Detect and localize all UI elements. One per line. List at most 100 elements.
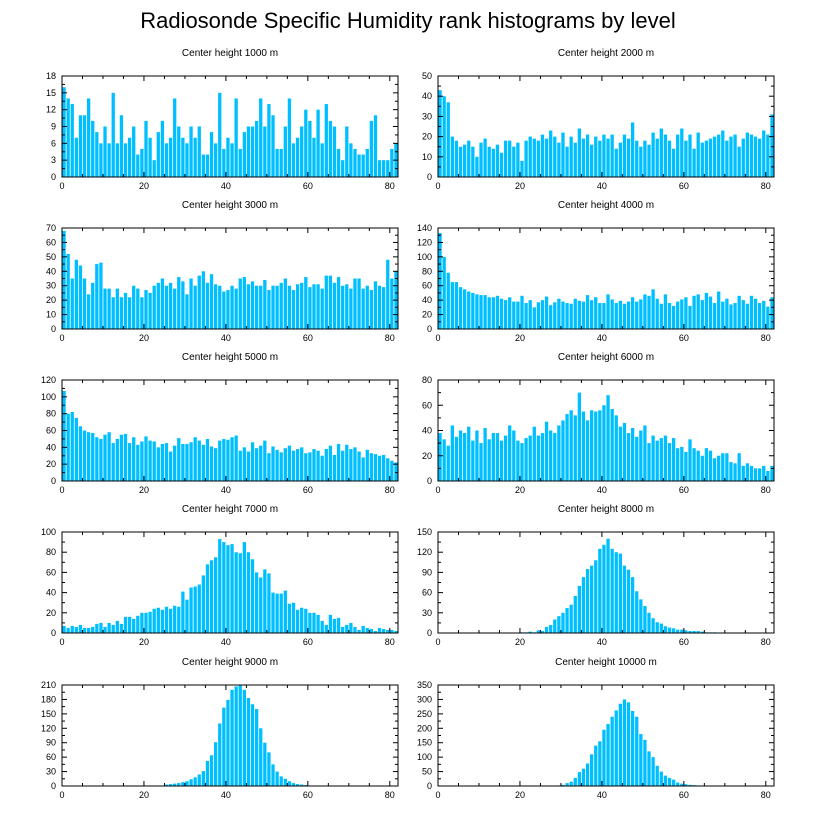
histogram-bar xyxy=(250,126,255,177)
histogram-bar xyxy=(532,138,536,177)
histogram-bar xyxy=(181,782,185,786)
histogram-bar xyxy=(487,297,491,329)
histogram-bar xyxy=(610,548,614,633)
histogram-bar xyxy=(766,306,770,329)
histogram-bar xyxy=(328,120,333,177)
histogram-bar xyxy=(676,782,680,786)
histogram-bar xyxy=(495,433,500,481)
histogram-bar xyxy=(279,593,283,633)
y-tick-label: 50 xyxy=(422,767,432,777)
histogram-bar xyxy=(99,143,103,177)
histogram-bar xyxy=(614,303,618,329)
histogram-bar xyxy=(185,143,189,177)
y-tick-label: 10 xyxy=(422,152,432,162)
histogram-bar xyxy=(177,606,181,633)
histogram-bar xyxy=(561,301,565,329)
histogram-bar xyxy=(377,455,382,481)
histogram-bar xyxy=(164,443,169,481)
histogram-bar xyxy=(185,781,189,786)
panel-title: Center height 7000 m xyxy=(182,504,278,515)
y-tick-label: 0 xyxy=(427,476,432,486)
histogram-bar xyxy=(341,450,345,481)
x-tick-label: 40 xyxy=(597,790,607,800)
histogram-panel-10: Center height 10000 m 0 20 40 60 80 0 50 100 150 2… xyxy=(417,657,775,800)
histogram-bar xyxy=(598,548,602,633)
histogram-bar xyxy=(119,297,124,329)
histogram-bar xyxy=(263,440,267,481)
histogram-bar xyxy=(152,608,156,633)
histogram-bar xyxy=(283,278,287,329)
histogram-bar xyxy=(667,443,672,481)
histogram-bar xyxy=(684,630,688,633)
histogram-bar xyxy=(745,132,750,177)
histogram-bar xyxy=(622,422,627,481)
histogram-bar xyxy=(234,98,238,177)
histogram-bar xyxy=(467,140,471,177)
histogram-bar xyxy=(246,126,251,177)
histogram-bar xyxy=(630,297,635,329)
histogram-bar xyxy=(95,437,99,481)
histogram-bar xyxy=(487,146,491,177)
histogram-bar xyxy=(610,299,614,329)
histogram-bar xyxy=(598,140,602,177)
histogram-bar xyxy=(246,697,251,786)
histogram-bar xyxy=(561,784,565,786)
histogram-bar xyxy=(197,774,201,786)
histogram-bar xyxy=(712,136,717,177)
y-tick-label: 80 xyxy=(46,409,56,419)
y-tick-label: 210 xyxy=(41,680,56,690)
histogram-bar xyxy=(643,425,647,481)
histogram-bar xyxy=(320,143,324,177)
histogram-bar xyxy=(671,628,676,633)
histogram-bar xyxy=(222,707,226,786)
histogram-bar xyxy=(741,300,745,329)
y-tick-label: 80 xyxy=(422,266,432,276)
histogram-bar xyxy=(659,623,663,633)
histogram-bar xyxy=(218,285,222,329)
histogram-bar xyxy=(66,627,70,633)
histogram-bar xyxy=(82,627,87,633)
histogram-bar xyxy=(91,433,95,481)
histogram-panel-5: Center height 5000 m 0 20 40 60 80 0 20 40 60 80 10… xyxy=(41,352,399,495)
histogram-bar xyxy=(577,392,582,481)
histogram-bar xyxy=(700,455,704,481)
histogram-bar xyxy=(173,605,177,633)
histogram-bar xyxy=(737,295,741,329)
histogram-bar xyxy=(66,253,70,329)
histogram-bar xyxy=(365,627,369,633)
histogram-bar xyxy=(254,285,259,329)
histogram-bar xyxy=(111,624,115,633)
histogram-bar xyxy=(462,144,467,177)
histogram-bar xyxy=(279,452,283,481)
y-tick-label: 100 xyxy=(41,392,56,402)
histogram-bar xyxy=(520,295,524,329)
histogram-bar xyxy=(91,120,95,177)
histogram-bar xyxy=(528,136,532,177)
histogram-bar xyxy=(725,140,729,177)
histogram-bar xyxy=(320,455,324,481)
histogram-bar xyxy=(639,430,643,481)
histogram-bar xyxy=(275,449,279,481)
histogram-bar xyxy=(173,783,177,786)
x-tick-label: 0 xyxy=(59,485,64,495)
histogram-bar xyxy=(540,134,545,177)
plot-frame xyxy=(437,684,775,787)
x-tick-label: 60 xyxy=(679,637,689,647)
histogram-bar xyxy=(144,436,148,481)
y-tick-label: 100 xyxy=(41,527,56,537)
histogram-bar xyxy=(663,435,668,481)
histogram-bar xyxy=(512,301,516,329)
y-tick-label: 9 xyxy=(51,122,56,132)
histogram-bar xyxy=(512,430,516,481)
histogram-bar xyxy=(91,626,95,633)
histogram-bar xyxy=(382,454,386,481)
histogram-bar xyxy=(107,622,111,633)
histogram-bar xyxy=(226,699,230,786)
histogram-bar xyxy=(140,441,144,481)
histogram-bar xyxy=(581,301,586,329)
histogram-bar xyxy=(267,453,271,481)
y-tick-label: 0 xyxy=(51,172,56,182)
histogram-bar xyxy=(246,451,251,481)
histogram-bar xyxy=(222,148,226,177)
histogram-bar xyxy=(295,137,300,177)
